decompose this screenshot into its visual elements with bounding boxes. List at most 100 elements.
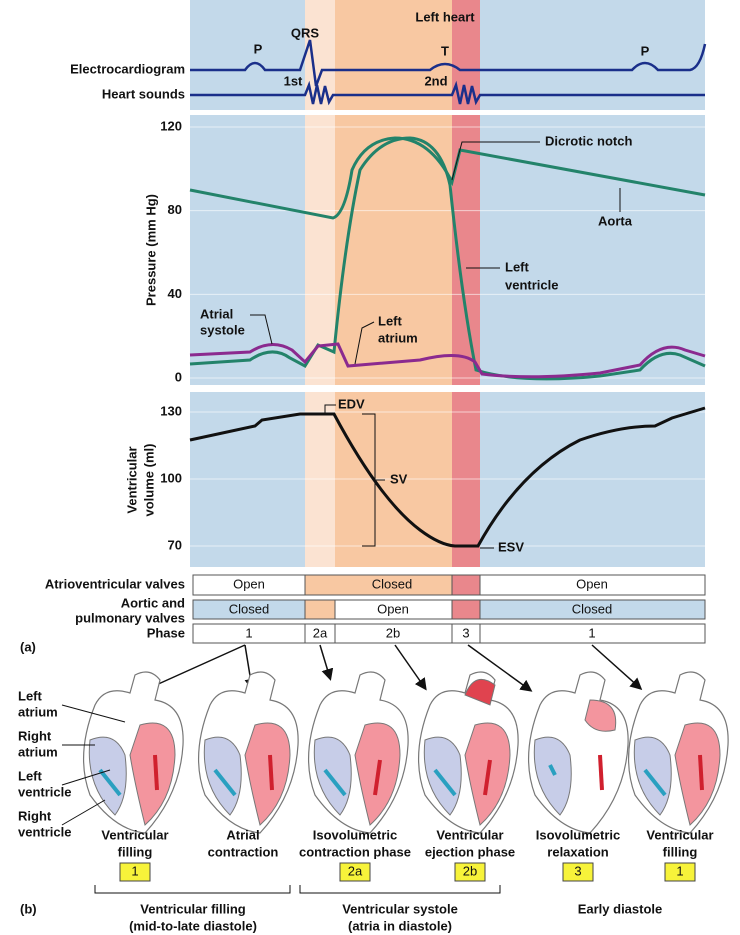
flow-arrow [213, 768, 237, 797]
flow-arrow [433, 768, 457, 797]
left-atrium-curve [189, 342, 706, 379]
atrial-systole-label: Atrial [200, 306, 233, 321]
flow-arrow [698, 754, 704, 791]
ecg-wave: P [254, 41, 263, 56]
right-side [423, 736, 462, 816]
stage-caption: Isovolumetric [313, 827, 398, 842]
stage-caption: Ventricular [436, 827, 503, 842]
stage-caption: relaxation [547, 844, 608, 859]
group-label: Early diastole [578, 901, 663, 916]
sounds-label: Heart sounds [102, 86, 185, 101]
left-ventricle-curve [189, 136, 706, 381]
heart-part-label: ventricle [18, 784, 71, 799]
leader [324, 404, 336, 414]
sv-label: SV [390, 471, 408, 486]
group-label: (atria in diastole) [348, 918, 452, 933]
left-side [674, 722, 721, 826]
aorta [464, 678, 496, 706]
leader [250, 314, 273, 345]
edv-label: EDV [338, 396, 365, 411]
phase-arrows [142, 644, 643, 692]
y-tick-label: 0 [175, 369, 182, 384]
flow-arrow [98, 768, 122, 797]
group-brackets [94, 885, 501, 894]
volume-curve [189, 406, 706, 548]
atrial-systole-label: systole [200, 322, 245, 337]
flow-arrow [268, 754, 274, 791]
stage-caption: ejection phase [425, 844, 515, 859]
volume-ticks: 70 100 130 [160, 403, 705, 552]
row-label: Atrioventricular valves [45, 576, 185, 591]
valve-state: Open [377, 601, 409, 616]
stage-caption: Isovolumetric [536, 827, 621, 842]
aorta-curve [189, 136, 706, 220]
heart-illustrations [83, 671, 729, 834]
volume-axis-label: volume (ml) [141, 444, 156, 517]
phase-cell: 2a [313, 625, 328, 640]
heart-part-label: ventricle [18, 824, 71, 839]
sv-bracket [362, 413, 385, 547]
y-tick-label: 100 [160, 470, 182, 485]
y-tick-label: 120 [160, 118, 182, 133]
left-side [244, 722, 291, 826]
heart-part-label: atrium [18, 744, 58, 759]
phase-box-label: 1 [676, 863, 683, 878]
phase-box-label: 3 [574, 863, 581, 878]
heart [528, 671, 629, 834]
stage-caption: filling [118, 844, 153, 859]
aorta-label: Aorta [598, 213, 633, 228]
valve-state: Open [233, 576, 265, 591]
y-tick-label: 80 [168, 202, 182, 217]
valve-state: Closed [229, 601, 269, 616]
row-label: Phase [147, 625, 185, 640]
right-side [313, 736, 352, 816]
valve-state: Closed [572, 601, 612, 616]
lv-label: Left [505, 259, 530, 274]
heart-part-label: Right [18, 808, 52, 823]
lv-label: ventricle [505, 277, 558, 292]
stage-caption: contraction [208, 844, 279, 859]
flow-arrow [483, 759, 492, 796]
right-side [533, 736, 572, 816]
sound-mark: 1st [284, 73, 303, 88]
phase-bands [190, 0, 705, 567]
phase-box [562, 862, 594, 882]
phase-cell: 1 [588, 625, 595, 640]
phase-box-label: 1 [131, 863, 138, 878]
phase-box [119, 862, 151, 882]
stage-caption: Ventricular [101, 827, 168, 842]
heart [308, 671, 409, 834]
heart-leaders [61, 704, 126, 826]
heart [83, 671, 184, 834]
heart-part-label: Left [18, 688, 43, 703]
flow-arrow [153, 754, 159, 791]
y-tick-label: 70 [168, 537, 182, 552]
stage-caption: filling [663, 844, 698, 859]
valves-table [192, 574, 706, 644]
dicrotic-notch-label: Dicrotic notch [545, 133, 632, 148]
pressure-axis-label: Pressure (mm Hg) [143, 194, 158, 306]
ecg-trace [190, 39, 707, 87]
left-atrium-label: Left [378, 313, 403, 328]
y-tick-label: 40 [168, 286, 182, 301]
sound-mark: 2nd [424, 73, 447, 88]
stages: Ventricular filling 1 Atrial contraction Isov… [101, 827, 714, 882]
heart [198, 671, 299, 834]
heart-part-label: Right [18, 728, 52, 743]
sound-trace [190, 80, 705, 106]
right-side [633, 736, 672, 816]
stage-caption: Atrial [226, 827, 259, 842]
ecg-wave: P [641, 43, 650, 58]
row-label: pulmonary valves [75, 610, 185, 625]
phase-box [339, 862, 371, 882]
flow-arrow [373, 759, 382, 796]
phase-box-label: 2a [348, 863, 363, 878]
right-side [203, 736, 242, 816]
ecg-wave: T [441, 43, 449, 58]
left-atrium-label: atrium [378, 330, 418, 345]
flow-arrow [598, 754, 604, 791]
heart-part-label: atrium [18, 704, 58, 719]
leader [354, 321, 375, 365]
heart [628, 671, 729, 834]
